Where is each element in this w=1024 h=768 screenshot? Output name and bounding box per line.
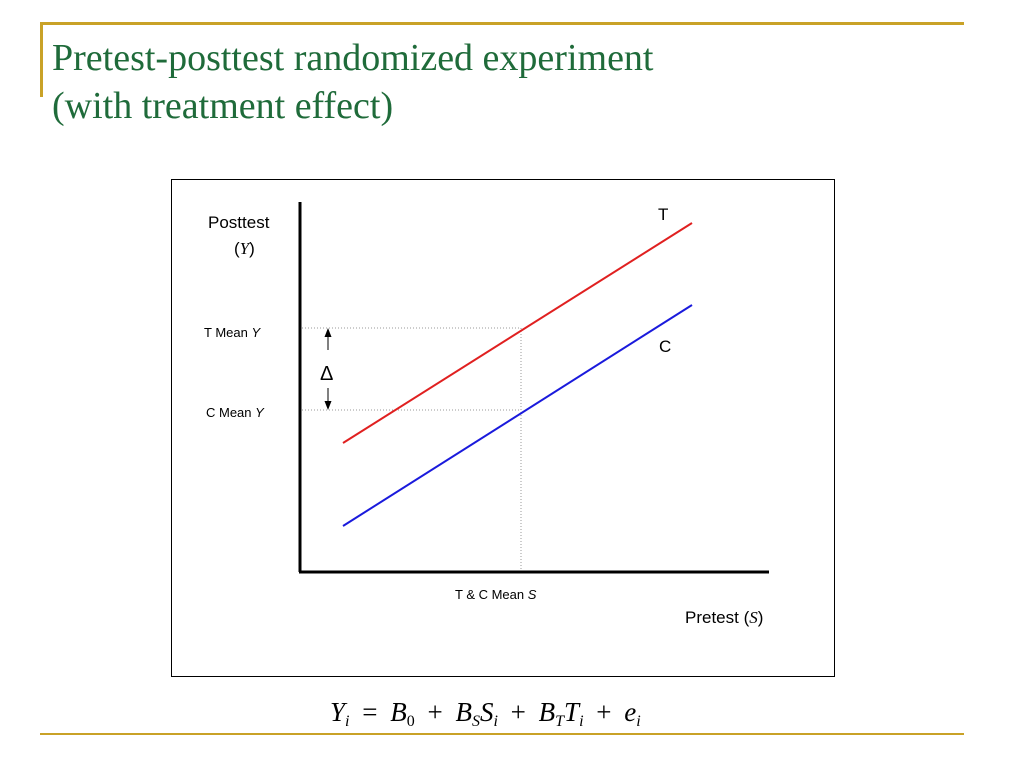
delta-arrowhead-up-icon: [324, 328, 332, 337]
eq-plus-1: +: [427, 697, 443, 727]
x-axis-label: Pretest (S): [685, 608, 763, 627]
eq-bs-sub: S: [471, 713, 480, 730]
slide-title-line-2: (with treatment effect): [52, 85, 394, 127]
control-label: C: [659, 337, 671, 356]
eq-y: Y: [330, 697, 346, 727]
control-line: [342, 304, 693, 527]
t-mean-label: T Mean Y: [204, 325, 261, 340]
delta-symbol: Δ: [320, 363, 333, 385]
c-mean-label: C Mean Y: [206, 405, 265, 420]
eq-bt: B: [538, 697, 556, 727]
x-mean-label: T & C Mean S: [455, 587, 537, 602]
y-axis-variable: (Y): [234, 239, 255, 258]
eq-t-sub: i: [579, 713, 584, 730]
diagram-frame: Posttest (Y) T Mean Y C Mean Y Δ T C T &…: [171, 179, 835, 677]
eq-plus-3: +: [596, 697, 612, 727]
eq-s-sub: i: [493, 713, 498, 730]
eq-plus-2: +: [510, 697, 526, 727]
regression-diagram: Posttest (Y) T Mean Y C Mean Y Δ T C T &…: [204, 202, 769, 627]
eq-y-sub: i: [345, 713, 350, 730]
top-accent-rule: [40, 22, 964, 25]
eq-bs: B: [455, 697, 472, 727]
y-axis-label: Posttest: [208, 213, 270, 232]
treatment-label: T: [658, 205, 668, 224]
delta-arrowhead-down-icon: [324, 401, 332, 410]
regression-equation: Yi = B0 + BSSi + BTTi + ei: [330, 697, 641, 731]
bottom-accent-rule: [40, 733, 964, 735]
eq-e-sub: i: [636, 713, 641, 730]
slide-title-line-1: Pretest-posttest randomized experiment: [52, 37, 654, 79]
left-accent-rule: [40, 22, 43, 97]
eq-t: T: [564, 697, 580, 727]
eq-b0: B: [390, 697, 407, 727]
slide-title: Pretest-posttest randomized experiment (…: [52, 34, 654, 130]
eq-b0-sub: 0: [406, 713, 415, 730]
eq-bt-sub: T: [555, 713, 565, 730]
eq-e: e: [624, 697, 637, 727]
eq-equals: =: [362, 697, 378, 727]
treatment-line: [342, 222, 693, 444]
eq-s: S: [479, 697, 494, 727]
